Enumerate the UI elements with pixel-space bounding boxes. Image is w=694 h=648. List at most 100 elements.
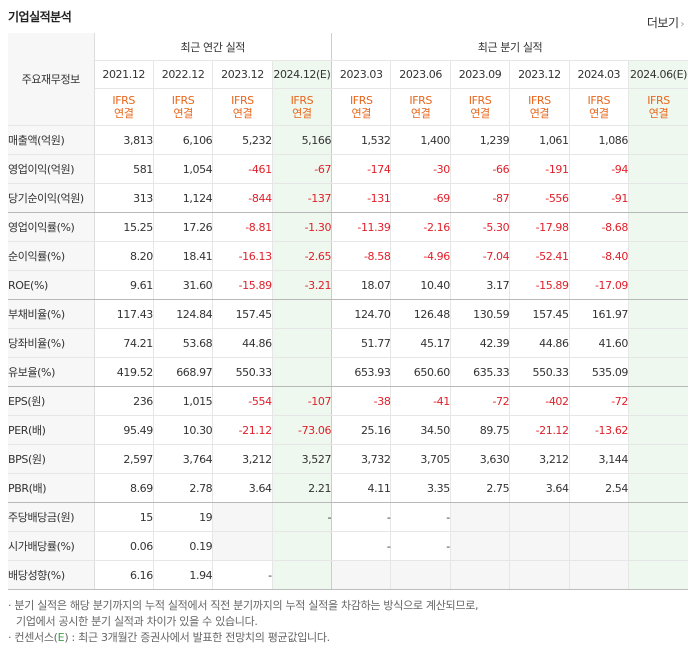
table-row: 당기순이익(억원) 313 1,124 -844 -137 -131 -69 -87 -556-… [8, 183, 688, 213]
table-cell: 1,124 [152, 183, 213, 213]
table-cell [628, 183, 688, 213]
table-cell: 161.97 [568, 299, 629, 329]
table-cell: -94 [568, 154, 629, 184]
table-cell: 1,015 [152, 386, 213, 416]
table-row: 영업이익(억원) 581 1,054 -461 -67 -174 -30 -66 -191 -94 [8, 154, 688, 184]
table-cell [628, 444, 688, 474]
table-cell [628, 531, 688, 561]
table-cell: -461 [212, 154, 273, 184]
table-cell: 581 [94, 154, 154, 184]
period-header: 2023.06 [390, 60, 451, 89]
table-row: BPS(원) 2,597 3,764 3,212 3,527 3,732 3,705 3,63… [8, 444, 688, 474]
ifrs-label: IFRS 연결 [390, 88, 451, 126]
table-cell: 31.60 [152, 270, 213, 300]
table-cell: -16.13 [212, 241, 273, 271]
table-cell: -13.62 [568, 415, 629, 445]
annual-group-header: 최근 연간 실적 [94, 33, 333, 61]
table-cell [271, 531, 332, 561]
table-cell: -72 [449, 386, 510, 416]
table-row: ROE(%) 9.61 31.60 -15.89 -3.21 18.07 10.40 3.17… [8, 270, 688, 300]
table-cell: -17.98 [509, 212, 570, 242]
row-label: 영업이익률(%) [8, 212, 95, 242]
table-cell: 1,532 [331, 125, 391, 155]
table-cell: 6.16 [94, 560, 154, 590]
period-header: 2023.09 [449, 60, 510, 89]
row-label: 배당성향(%) [8, 560, 95, 590]
row-label: 당좌비율(%) [8, 328, 95, 358]
table-cell: 5,232 [212, 125, 273, 155]
row-label: ROE(%) [8, 270, 95, 300]
table-cell: -52.41 [509, 241, 570, 271]
footnotes: · 분기 실적은 해당 분기까지의 누적 실적에서 직전 분기까지의 누적 실적… [8, 598, 479, 646]
table-cell: -38 [331, 386, 391, 416]
row-label: 순이익률(%) [8, 241, 95, 271]
table-cell: 8.69 [94, 473, 154, 503]
table-cell [628, 357, 688, 387]
row-label: 시가배당률(%) [8, 531, 95, 561]
table-cell [212, 531, 273, 561]
table-cell: 45.17 [390, 328, 451, 358]
table-cell: 3,813 [94, 125, 154, 155]
table-cell [271, 560, 332, 590]
table-cell: 130.59 [449, 299, 510, 329]
row-label: 부채비율(%) [8, 299, 95, 329]
ifrs-label: IFRS 연결 [212, 88, 273, 126]
table-cell: 6,106 [152, 125, 213, 155]
table-cell [509, 531, 570, 561]
table-cell [568, 502, 629, 532]
table-cell [568, 560, 629, 590]
table-cell [628, 125, 688, 155]
table-cell: 95.49 [94, 415, 154, 445]
table-cell [449, 531, 510, 561]
table-cell: 5,166 [271, 125, 332, 155]
financial-summary-table: 주요재무정보 최근 연간 실적 최근 분기 실적 2021.12 2022.12 2… [8, 33, 688, 590]
row-label: 유보율(%) [8, 357, 95, 387]
table-cell: -21.12 [509, 415, 570, 445]
table-cell: - [390, 531, 451, 561]
table-cell: 3,732 [331, 444, 391, 474]
table-cell: 3,764 [152, 444, 213, 474]
table-cell: 15 [94, 502, 154, 532]
table-row: 부채비율(%) 117.43 124.84 157.45 124.70 126.48 130… [8, 299, 688, 329]
table-cell: 2,597 [94, 444, 154, 474]
table-cell: -8.58 [331, 241, 391, 271]
table-cell: -30 [390, 154, 451, 184]
table-cell: 3,527 [271, 444, 332, 474]
footnote-1-cont: 기업에서 공시한 분기 실적과 차이가 있을 수 있습니다. [16, 615, 258, 628]
table-cell [271, 357, 332, 387]
table-cell: 74.21 [94, 328, 154, 358]
corner-header: 주요재무정보 [8, 33, 95, 126]
table-cell: 2.54 [568, 473, 629, 503]
table-cell [628, 212, 688, 242]
table-cell [628, 154, 688, 184]
table-cell: - [331, 531, 391, 561]
table-cell [628, 415, 688, 445]
table-cell: - [212, 560, 273, 590]
table-cell: -191 [509, 154, 570, 184]
table-cell: -2.16 [390, 212, 451, 242]
chevron-right-icon: › [680, 19, 685, 30]
table-cell: 550.33 [212, 357, 273, 387]
more-link[interactable]: 더보기 › [647, 14, 685, 31]
table-cell [449, 560, 510, 590]
table-cell: -1.30 [271, 212, 332, 242]
ifrs-label: IFRS 연결 [94, 88, 154, 126]
table-cell: 635.33 [449, 357, 510, 387]
ifrs-label: IFRS 연결 [271, 88, 332, 126]
table-cell: 157.45 [212, 299, 273, 329]
table-cell [628, 473, 688, 503]
footnote-1: · 분기 실적은 해당 분기까지의 누적 실적에서 직전 분기까지의 누적 실적… [8, 599, 479, 612]
ifrs-label: IFRS 연결 [509, 88, 570, 126]
table-cell: 1.94 [152, 560, 213, 590]
table-cell: 34.50 [390, 415, 451, 445]
table-cell [568, 531, 629, 561]
table-cell: 117.43 [94, 299, 154, 329]
table-cell: 2.21 [271, 473, 332, 503]
table-cell: -8.68 [568, 212, 629, 242]
table-row: EPS(원) 236 1,015 -554 -107 -38 -41 -72 -402 -72 [8, 386, 688, 416]
table-cell: 89.75 [449, 415, 510, 445]
table-cell [628, 502, 688, 532]
table-cell: 1,061 [509, 125, 570, 155]
ifrs-label: IFRS 연결 [568, 88, 629, 126]
table-cell [509, 502, 570, 532]
